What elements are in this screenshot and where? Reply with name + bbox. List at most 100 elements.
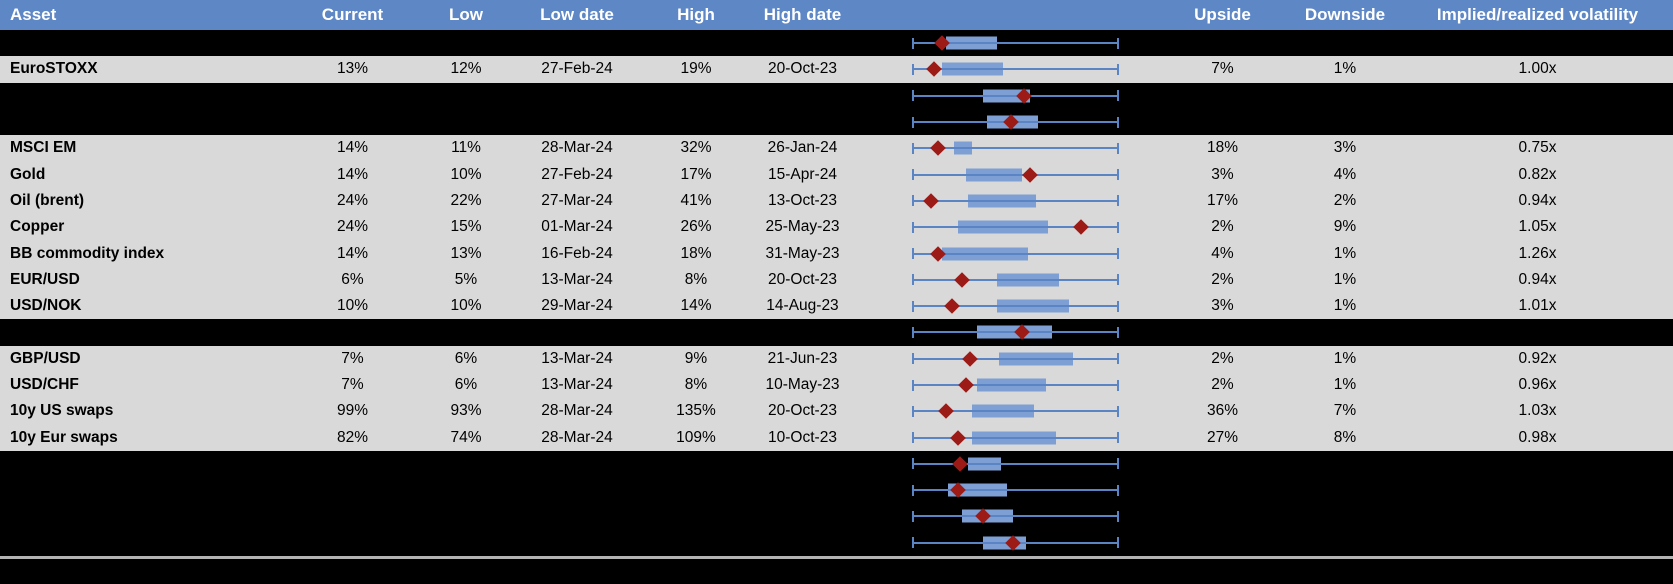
whisker-cap-right xyxy=(1117,37,1119,49)
diamond-marker-icon xyxy=(938,403,954,420)
high-date-cell: 25-May-23 xyxy=(765,218,840,236)
downside-cell: 1% xyxy=(1333,376,1357,393)
implied-realized-cell: 0.96x xyxy=(1518,376,1557,393)
boxplot-only-row xyxy=(0,477,1673,504)
boxplot-cell xyxy=(855,503,1175,529)
downside-cell: 3% xyxy=(1333,139,1357,157)
current-cell: 13% xyxy=(336,60,369,78)
low-cell: 6% xyxy=(454,349,478,367)
whisker-cap-left xyxy=(912,484,914,496)
whisker-cap-right xyxy=(1117,142,1119,154)
low-date-cell: 13-Mar-24 xyxy=(541,349,613,367)
asset-name-cell: EuroSTOXX xyxy=(10,60,98,78)
boxplot-cell xyxy=(855,424,1175,450)
whisker-cap-right xyxy=(1117,484,1119,496)
boxplot-cell xyxy=(855,372,1175,398)
low-cell: 93% xyxy=(450,402,482,420)
whisker-line xyxy=(913,357,1118,360)
low-cell: 6% xyxy=(454,376,478,393)
bottom-separator-line xyxy=(0,556,1673,559)
boxplot-cell xyxy=(855,56,1175,82)
table-row: Copper 24% 15% 01-Mar-24 26% 25-May-23 2% 9% 1.0… xyxy=(0,214,1673,241)
implied-realized-cell: 0.92x xyxy=(1518,349,1557,367)
column-header-low_date: Low date xyxy=(540,5,614,24)
low-cell: 22% xyxy=(450,191,482,209)
current-cell: 82% xyxy=(336,428,369,446)
implied-realized-cell: 0.82x xyxy=(1518,165,1557,183)
whisker-cap-left xyxy=(912,432,914,444)
high-date-cell: 13-Oct-23 xyxy=(768,191,837,209)
asset-name-cell: BB commodity index xyxy=(10,244,165,262)
whisker-cap-left xyxy=(912,300,914,312)
boxplot-cell xyxy=(855,109,1175,135)
asset-name-cell: USD/NOK xyxy=(10,297,82,315)
low-date-cell: 28-Mar-24 xyxy=(541,139,613,157)
implied-realized-cell: 1.05x xyxy=(1518,218,1557,236)
whisker-cap-left xyxy=(912,274,914,286)
boxplot-cell xyxy=(855,477,1175,503)
low-date-cell: 28-Mar-24 xyxy=(541,402,613,420)
whisker-line xyxy=(913,410,1118,413)
whisker-cap-right xyxy=(1117,537,1119,549)
table-row: Gold 14% 10% 27-Feb-24 17% 15-Apr-24 3% 4% 0.82x xyxy=(0,161,1673,188)
column-header-high_date: High date xyxy=(763,5,842,24)
whisker-cap-left xyxy=(912,221,914,233)
implied-realized-cell: 0.94x xyxy=(1518,191,1557,209)
whisker-cap-right xyxy=(1117,248,1119,260)
high-cell: 8% xyxy=(684,376,708,393)
low-date-cell: 16-Feb-24 xyxy=(541,244,613,262)
diamond-marker-icon xyxy=(925,61,942,78)
whisker-cap-left xyxy=(912,405,914,417)
table-header-row: Asset Current Low Low date High High date Upsi… xyxy=(0,0,1673,30)
high-cell: 26% xyxy=(680,218,712,236)
whisker-line xyxy=(913,147,1118,150)
whisker-cap-right xyxy=(1117,90,1119,102)
whisker-cap-right xyxy=(1117,326,1119,338)
upside-cell: 27% xyxy=(1206,428,1239,446)
low-date-cell: 29-Mar-24 xyxy=(541,297,613,315)
whisker-cap-right xyxy=(1117,432,1119,444)
downside-cell: 1% xyxy=(1333,349,1357,367)
implied-realized-cell: 0.98x xyxy=(1518,428,1557,446)
table-row: USD/CHF 7% 6% 13-Mar-24 8% 10-May-23 2% 1% 0.96x xyxy=(0,371,1673,399)
upside-cell: 3% xyxy=(1211,297,1234,315)
current-cell: 99% xyxy=(336,402,369,420)
diamond-marker-icon xyxy=(923,193,940,209)
table-row: 10y US swaps 99% 93% 28-Mar-24 135% 20-Oct-23… xyxy=(0,398,1673,425)
high-date-cell: 10-Oct-23 xyxy=(768,428,837,446)
current-cell: 14% xyxy=(336,244,369,262)
low-cell: 13% xyxy=(450,244,482,262)
diamond-marker-icon xyxy=(1022,166,1038,183)
current-cell: 24% xyxy=(336,218,369,236)
asset-name-cell: GBP/USD xyxy=(10,349,81,367)
whisker-cap-left xyxy=(912,37,914,49)
boxplot-cell xyxy=(855,161,1175,187)
high-date-cell: 20-Oct-23 xyxy=(768,402,837,420)
high-cell: 18% xyxy=(680,244,712,262)
whisker-line xyxy=(913,252,1118,255)
high-date-cell: 14-Aug-23 xyxy=(766,297,839,315)
downside-cell: 1% xyxy=(1333,60,1357,78)
whisker-cap-right xyxy=(1117,458,1119,470)
column-header-downside: Downside xyxy=(1304,5,1386,24)
boxplot-cell xyxy=(855,267,1175,293)
upside-cell: 17% xyxy=(1206,191,1239,209)
table-row: EUR/USD 6% 5% 13-Mar-24 8% 20-Oct-23 2% 1% 0.94x xyxy=(0,266,1673,293)
whisker-cap-right xyxy=(1117,116,1119,128)
table-row: USD/NOK 10% 10% 29-Mar-24 14% 14-Aug-23 3% 1% 1.… xyxy=(0,292,1673,320)
low-date-cell: 13-Mar-24 xyxy=(541,376,613,393)
current-cell: 24% xyxy=(336,191,369,209)
low-date-cell: 27-Feb-24 xyxy=(541,60,613,78)
whisker-cap-left xyxy=(912,142,914,154)
high-cell: 19% xyxy=(680,60,712,78)
high-date-cell: 20-Oct-23 xyxy=(768,60,837,78)
diamond-marker-icon xyxy=(954,272,970,288)
boxplot-cell xyxy=(855,451,1175,477)
boxplot-cell xyxy=(855,188,1175,214)
asset-name-cell: 10y Eur swaps xyxy=(10,428,118,446)
diamond-marker-icon xyxy=(1073,219,1089,235)
downside-cell: 2% xyxy=(1333,191,1357,209)
boxplot-cell xyxy=(855,240,1175,266)
whisker-cap-left xyxy=(912,116,914,128)
asset-name-cell: 10y US swaps xyxy=(10,402,114,420)
